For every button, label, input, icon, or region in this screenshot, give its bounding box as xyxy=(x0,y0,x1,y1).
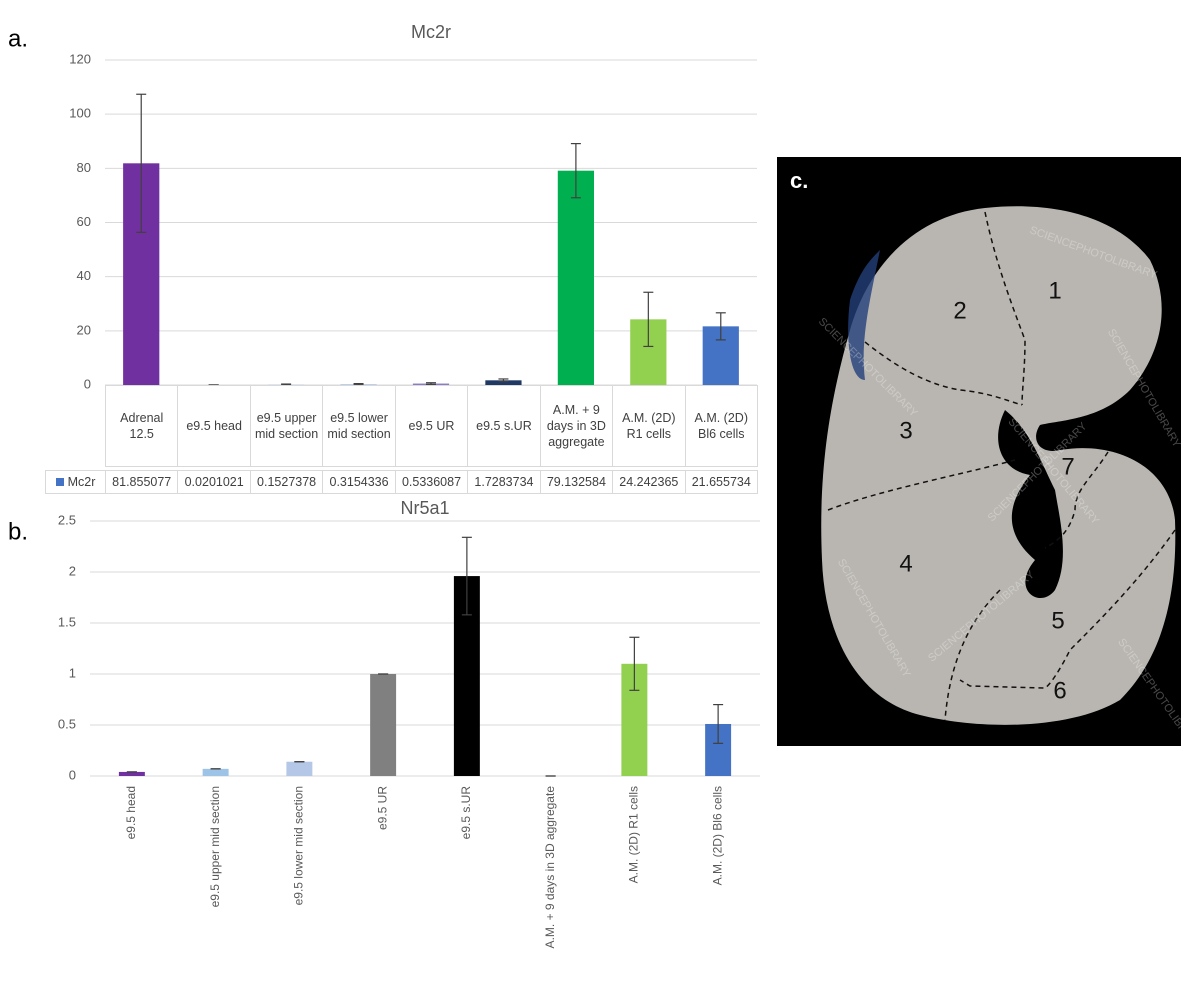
legend-swatch xyxy=(55,478,64,486)
panel-label: c. xyxy=(790,168,808,193)
region-number: 2 xyxy=(953,297,966,324)
y-tick-label: 0 xyxy=(84,376,91,391)
x-tick-label: e9.5 head xyxy=(124,786,138,839)
region-number: 5 xyxy=(1051,607,1064,634)
error-bar xyxy=(353,383,364,386)
x-tick-label: e9.5 s.UR xyxy=(459,786,473,840)
category-cell: A.M. (2D) R1 cells xyxy=(612,385,686,467)
panel-label: b. xyxy=(8,518,28,545)
chart-title: Mc2r xyxy=(411,22,451,42)
error-bar xyxy=(461,536,472,616)
data-table-cell: 0.0201021 xyxy=(177,470,251,494)
legend-label: Mc2r xyxy=(67,474,96,489)
legend-cell: Mc2r xyxy=(45,470,106,494)
x-tick-label: A.M. + 9 days in 3D aggregate xyxy=(543,786,557,949)
y-tick-label: 0.5 xyxy=(58,716,76,731)
x-tick-label: A.M. (2D) Bl6 cells xyxy=(710,786,724,885)
x-tick-label: e9.5 lower mid section xyxy=(292,786,306,905)
data-table-cell: 79.132584 xyxy=(539,470,614,494)
region-number: 6 xyxy=(1053,677,1066,704)
panel-label: a. xyxy=(8,25,28,52)
x-tick-label: e9.5 upper mid section xyxy=(208,786,222,907)
stain xyxy=(848,250,880,380)
x-tick-label: A.M. (2D) R1 cells xyxy=(627,786,641,883)
error-bar xyxy=(426,382,436,385)
data-table-cell: 21.655734 xyxy=(684,470,758,494)
category-cell: e9.5 upper mid section xyxy=(249,385,324,467)
embryo xyxy=(821,206,1176,725)
bar xyxy=(202,768,229,776)
bar xyxy=(118,771,145,776)
category-cell: e9.5 head xyxy=(177,385,251,467)
region-number: 3 xyxy=(899,417,912,444)
chart-title: Nr5a1 xyxy=(400,498,449,518)
y-tick-label: 40 xyxy=(77,268,91,283)
error-bar xyxy=(498,378,509,383)
category-cell: A.M. + 9 days in 3D aggregate xyxy=(539,385,614,467)
y-tick-label: 1 xyxy=(69,665,76,680)
error-bar xyxy=(570,142,581,199)
category-cell: e9.5 lower mid section xyxy=(322,385,396,467)
bar xyxy=(557,170,594,385)
y-tick-label: 60 xyxy=(77,214,91,229)
data-table-cell: 1.7283734 xyxy=(467,470,541,494)
data-table-cell: 0.5336087 xyxy=(394,470,469,494)
category-cell: Adrenal 12.5 xyxy=(105,385,179,467)
error-bar xyxy=(136,93,147,233)
y-tick-label: 1.5 xyxy=(58,614,76,629)
data-table-cell: 0.1527378 xyxy=(249,470,324,494)
category-cell: e9.5 s.UR xyxy=(467,385,541,467)
region-number: 4 xyxy=(899,550,912,577)
y-tick-label: 80 xyxy=(77,160,91,175)
bar xyxy=(485,380,522,385)
error-bar xyxy=(643,291,654,348)
y-tick-label: 2 xyxy=(69,563,76,578)
region-borders xyxy=(827,211,1176,721)
data-table-cell: 81.855077 xyxy=(105,470,179,494)
data-table-cell: 24.242365 xyxy=(612,470,686,494)
error-bar xyxy=(629,636,640,691)
y-tick-label: 2.5 xyxy=(58,512,76,527)
y-tick-label: 100 xyxy=(69,106,91,121)
region-number: 7 xyxy=(1061,453,1074,480)
y-tick-label: 20 xyxy=(77,322,91,337)
error-bar xyxy=(715,312,726,341)
data-table-cell: 0.3154336 xyxy=(322,470,396,494)
bar xyxy=(286,761,313,776)
y-tick-label: 120 xyxy=(69,51,91,66)
y-tick-label: 0 xyxy=(69,767,76,782)
region-number: 1 xyxy=(1048,277,1061,304)
category-cell: A.M. (2D) Bl6 cells xyxy=(684,385,758,467)
x-tick-label: e9.5 UR xyxy=(375,786,389,830)
category-cell: e9.5 UR xyxy=(394,385,469,467)
error-bar xyxy=(713,703,724,744)
bar xyxy=(370,674,397,776)
